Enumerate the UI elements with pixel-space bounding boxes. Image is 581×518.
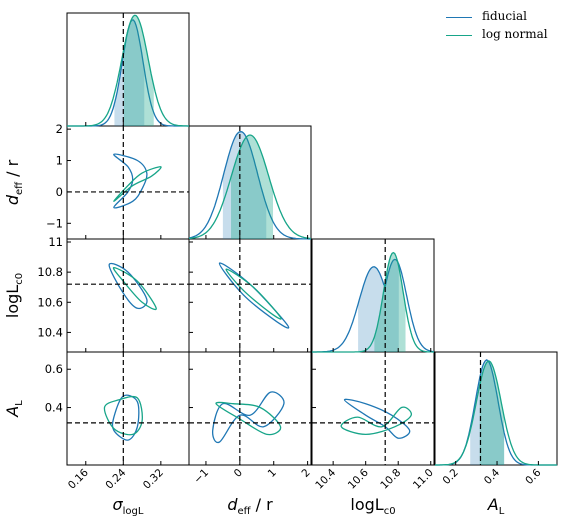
legend: fiducial log normal [440, 8, 575, 48]
x-tick-label-logLc0: 11.0 [411, 467, 436, 492]
panel-frame [66, 125, 190, 240]
legend-line-fiducial [446, 17, 472, 18]
marginal-band-fiducial-logLc0 [358, 259, 399, 352]
y-tick-label-d_eff_r: −1 [46, 216, 63, 230]
y-tick-label-d_eff_r: 0 [56, 185, 63, 199]
x-tick-label-sigma_logL: 0.24 [103, 466, 128, 491]
x-axis-label-sigma_logL: σlogL [113, 495, 144, 517]
x-axis-label-A_L: AL [487, 495, 505, 517]
marginal-curve-log-normal-sigma_logL [67, 14, 189, 127]
marginal-band-fiducial-d_eff_r [222, 131, 267, 239]
marginal-band-log-normal-logLc0 [374, 252, 406, 352]
marginal-curve-fiducial-d_eff_r [188, 131, 311, 240]
contour-fiducial-d_eff_r-vs-sigma_logL [113, 153, 148, 209]
x-tick-label-d_eff_r: 1 [266, 467, 279, 480]
legend-line-log-normal [446, 35, 472, 36]
panel-frame [188, 238, 312, 353]
contour-fiducial-A_L-vs-d_eff_r [212, 391, 285, 444]
y-tick-label-logLc0: 11 [48, 235, 63, 249]
x-tick-label-A_L: 0.6 [523, 466, 544, 487]
marginal-band-log-normal-sigma_logL [123, 15, 154, 126]
y-tick-label-d_eff_r: 1 [56, 154, 63, 168]
marginal-band-log-normal-d_eff_r [231, 135, 274, 239]
panel-A_L-vs-logLc0 [311, 351, 435, 466]
y-tick-label-logLc0: 10.6 [37, 295, 63, 309]
contour-fiducial-A_L-vs-logLc0 [343, 398, 411, 439]
y-axis-label-A_L: AL [3, 400, 25, 418]
x-tick-label-logLc0: 10.4 [313, 466, 338, 491]
contour-log-normal-logLc0-vs-sigma_logL [112, 266, 157, 311]
panel-frame [188, 351, 312, 466]
marginal-band-log-normal-A_L [479, 361, 505, 465]
legend-label-fiducial: fiducial [482, 9, 527, 23]
contour-log-normal-d_eff_r-vs-sigma_logL [113, 166, 162, 202]
contour-log-normal-A_L-vs-sigma_logL [103, 395, 143, 436]
panel-frame [434, 351, 558, 466]
panel-A_L-vs-sigma_logL [66, 351, 190, 466]
panel-frame [66, 238, 190, 353]
x-tick-label-A_L: 0.2 [441, 467, 461, 487]
y-tick-label-d_eff_r: 2 [56, 122, 63, 136]
marginal-curve-log-normal-logLc0 [312, 251, 434, 353]
contour-log-normal-A_L-vs-logLc0 [340, 406, 412, 436]
panel-A_L-vs-A_L [434, 351, 558, 466]
x-tick-label-d_eff_r: −1 [192, 467, 211, 486]
legend-item-log-normal: log normal [440, 26, 575, 44]
marginal-curve-log-normal-d_eff_r [188, 134, 312, 240]
x-axis-label-logLc0: logLc0 [350, 495, 395, 517]
x-axis-label-d_eff_r: deff / r [227, 495, 273, 517]
y-tick-label-logLc0: 10.8 [37, 265, 63, 279]
y-axis-label-logLc0: logLc0 [3, 273, 25, 318]
panel-d_eff_r-vs-sigma_logL [66, 125, 190, 240]
legend-item-fiducial: fiducial [440, 8, 575, 26]
y-tick-label-A_L: 0.4 [45, 401, 63, 415]
x-tick-label-sigma_logL: 0.32 [141, 467, 166, 492]
panel-A_L-vs-d_eff_r [188, 351, 312, 466]
panel-logLc0-vs-d_eff_r [188, 238, 312, 353]
x-tick-label-d_eff_r: 2 [300, 467, 313, 480]
legend-label-log-normal: log normal [482, 27, 548, 41]
contour-fiducial-logLc0-vs-sigma_logL [108, 262, 148, 310]
x-tick-label-logLc0: 10.6 [346, 466, 371, 491]
marginal-curve-fiducial-logLc0 [312, 258, 435, 353]
x-tick-label-sigma_logL: 0.16 [66, 466, 91, 491]
y-tick-label-logLc0: 10.4 [37, 325, 63, 339]
contour-log-normal-logLc0-vs-d_eff_r [225, 268, 282, 320]
marginal-band-fiducial-sigma_logL [114, 20, 145, 126]
x-tick-label-d_eff_r: 0 [232, 467, 245, 480]
y-axis-label-d_eff_r: deff / r [3, 159, 25, 205]
y-tick-label-A_L: 0.6 [45, 362, 63, 376]
panel-frame [66, 351, 190, 466]
panel-logLc0-vs-sigma_logL [66, 238, 190, 353]
x-tick-label-logLc0: 10.8 [378, 467, 403, 492]
panel-frame [311, 351, 435, 466]
x-tick-label-A_L: 0.4 [482, 466, 503, 487]
